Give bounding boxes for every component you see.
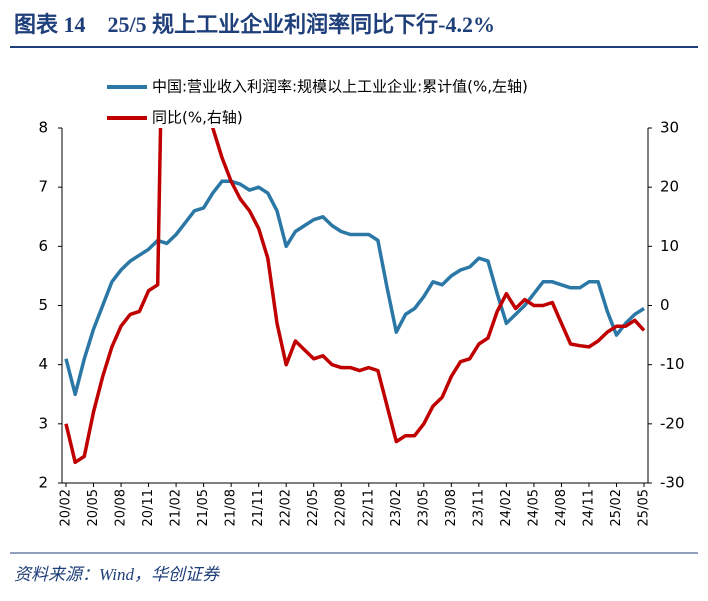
y2-tick-label: 0 (660, 296, 670, 314)
y2-tick-label: 20 (660, 178, 679, 196)
y-tick-label: 3 (38, 414, 48, 432)
x-tick-label: 22/05 (306, 489, 321, 526)
source: 资料来源：Wind，华创证券 (14, 565, 221, 584)
y2-tick-label: -20 (660, 414, 685, 432)
y2-tick-label: -10 (660, 355, 685, 373)
x-tick-label: 20/02 (59, 489, 74, 526)
y-tick-label: 5 (38, 296, 48, 314)
x-tick-label: 23/08 (444, 489, 459, 526)
x-tick-label: 22/11 (361, 489, 376, 526)
y-tick-label: 2 (38, 474, 48, 492)
x-tick-label: 22/02 (279, 489, 294, 526)
x-tick-label: 21/11 (251, 489, 266, 526)
plot-area (64, 128, 646, 465)
x-tick-label: 24/05 (526, 489, 541, 526)
y-tick-label: 8 (38, 119, 48, 137)
x-tick-label: 23/05 (416, 489, 431, 526)
x-tick-label: 20/11 (141, 489, 156, 526)
x-tick-label: 21/08 (224, 489, 239, 526)
x-tick-label: 24/08 (554, 489, 569, 526)
series-line (64, 179, 645, 397)
series-line (64, 128, 646, 465)
x-tick-label: 24/11 (581, 489, 596, 526)
y2-tick-label: 10 (660, 237, 679, 255)
x-tick-label: 23/11 (471, 489, 486, 526)
x-tick-label: 20/05 (86, 489, 101, 526)
chart-title: 图表 14 25/5 规上工业企业利润率同比下行-4.2% (14, 12, 495, 37)
x-tick-label: 24/02 (499, 489, 514, 526)
y-tick-label: 6 (38, 237, 48, 255)
x-tick-label: 21/02 (169, 489, 184, 526)
x-tick-label: 21/05 (196, 489, 211, 526)
y-tick-label: 4 (38, 355, 48, 373)
x-tick-label: 23/02 (389, 489, 404, 526)
x-tick-label: 20/08 (114, 489, 129, 526)
y2-tick-label: -30 (660, 474, 685, 492)
x-tick-label: 22/08 (334, 489, 349, 526)
legend-label: 中国:营业收入利润率:规模以上工业企业:累计值(%,左轴) (152, 78, 528, 96)
legend-label: 同比(%,右轴) (152, 109, 243, 127)
x-tick-label: 25/05 (637, 489, 652, 526)
y2-tick-label: 30 (660, 119, 679, 137)
x-tick-label: 25/02 (609, 489, 624, 526)
y-tick-label: 7 (38, 178, 48, 196)
